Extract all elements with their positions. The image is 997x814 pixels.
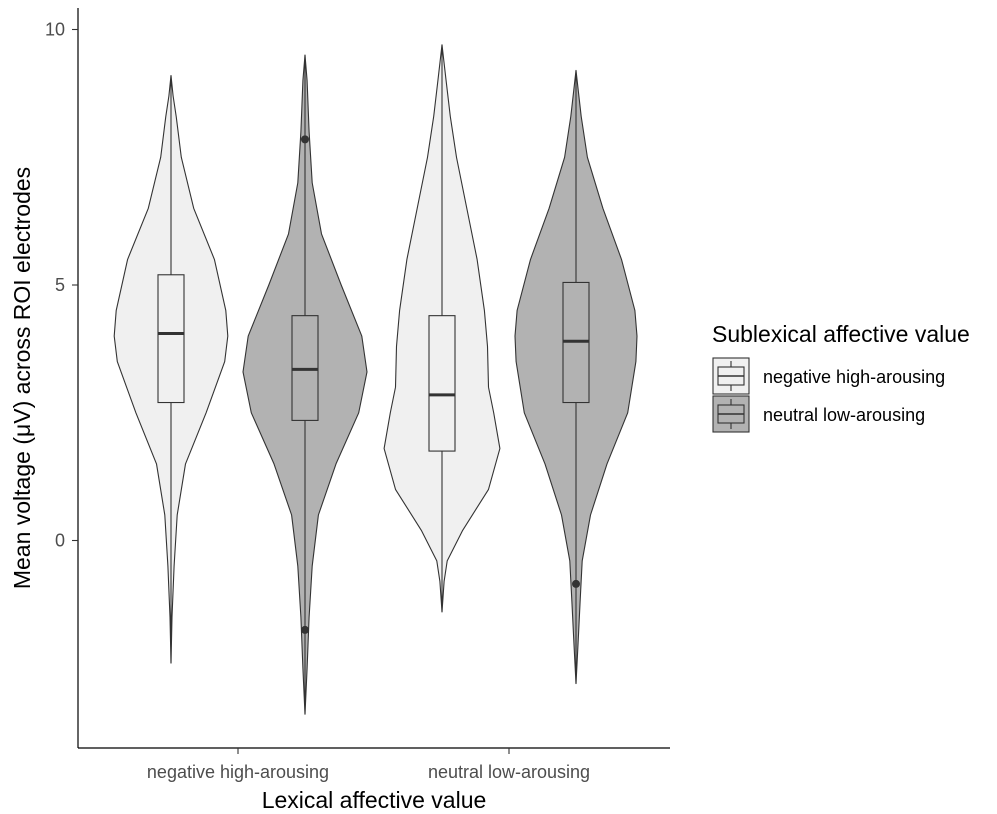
y-ticks: 0 5 10 [45, 20, 78, 551]
outlier-point [301, 625, 309, 634]
violin-group [383, 44, 501, 613]
outlier-point [572, 579, 580, 588]
violin-group [242, 54, 368, 715]
violin-group [514, 69, 638, 685]
y-axis-title: Mean voltage (μV) across ROI electrodes [9, 167, 35, 589]
y-tick-label: 10 [45, 20, 65, 40]
x-axis-title: Lexical affective value [262, 787, 487, 813]
violin-group [113, 74, 229, 664]
legend-title: Sublexical affective value [712, 321, 970, 347]
x-ticks: negative high-arousing neutral low-arousi… [147, 748, 590, 782]
y-tick-label: 5 [55, 275, 65, 295]
plot-area [113, 44, 638, 715]
legend-label: negative high-arousing [763, 367, 945, 387]
box [157, 274, 185, 404]
legend: Sublexical affective value negative high… [712, 321, 970, 433]
axes [77, 8, 670, 749]
legend-item: neutral low-arousing [712, 395, 925, 433]
legend-label: neutral low-arousing [763, 405, 925, 425]
x-tick-label: neutral low-arousing [428, 762, 590, 782]
y-tick-label: 0 [55, 531, 65, 551]
box [428, 315, 456, 452]
legend-item: negative high-arousing [712, 357, 945, 395]
x-tick-label: negative high-arousing [147, 762, 329, 782]
outlier-point [301, 135, 309, 144]
